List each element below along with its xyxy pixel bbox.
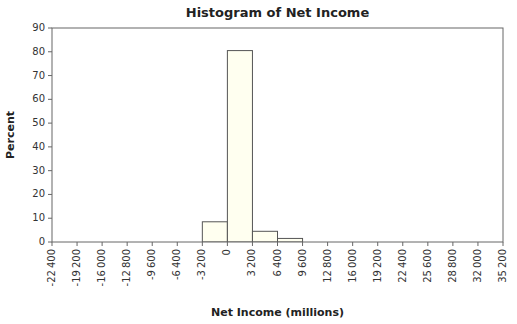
y-tick-label: 0 <box>39 236 45 247</box>
x-tick-label: -3 200 <box>196 249 207 280</box>
x-tick <box>352 242 353 246</box>
x-tick <box>152 242 153 246</box>
bar <box>202 222 227 242</box>
y-tick <box>48 123 52 124</box>
x-tick-label: -12 800 <box>121 249 132 286</box>
x-tick-label: -6 400 <box>171 249 182 280</box>
x-axis-label: Net Income (millions) <box>211 306 344 319</box>
bar <box>227 51 252 242</box>
x-tick <box>202 242 203 246</box>
x-tick-label: 3 200 <box>246 249 257 276</box>
x-tick <box>52 242 53 246</box>
x-tick-label: 12 800 <box>322 249 333 283</box>
y-tick-label: 80 <box>32 46 45 57</box>
y-tick-label: 10 <box>32 212 45 223</box>
x-tick <box>127 242 128 246</box>
y-tick-label: 60 <box>32 93 45 104</box>
x-tick-label: 25 600 <box>422 249 433 283</box>
x-tick <box>427 242 428 246</box>
y-tick-label: 40 <box>32 141 45 152</box>
x-tick <box>277 242 278 246</box>
bar <box>252 231 277 242</box>
y-tick <box>48 242 52 243</box>
y-tick <box>48 75 52 76</box>
chart: 0 10 20 30 40 50 60 70 80 90 -22 400 -19 200 -16 000… <box>0 0 517 324</box>
x-tick-label: 9 600 <box>297 249 308 276</box>
y-tick-label: 50 <box>32 117 45 128</box>
x-tick-label: -16 000 <box>96 249 107 286</box>
x-tick <box>402 242 403 246</box>
plot-frame <box>52 28 503 242</box>
x-tick <box>102 242 103 246</box>
x-tick <box>252 242 253 246</box>
y-tick <box>48 146 52 147</box>
y-tick <box>48 194 52 195</box>
x-tick-label: 19 200 <box>372 249 383 283</box>
x-tick <box>327 242 328 246</box>
x-tick-label: -19 200 <box>71 249 82 286</box>
x-tick <box>177 242 178 246</box>
x-tick <box>503 242 504 246</box>
x-tick <box>302 242 303 246</box>
y-tick <box>48 51 52 52</box>
y-tick-label: 20 <box>32 188 45 199</box>
x-tick-label: 35 200 <box>497 249 508 283</box>
x-tick <box>227 242 228 246</box>
x-tick <box>77 242 78 246</box>
y-tick-label: 30 <box>32 165 45 176</box>
x-tick-label: 6 400 <box>272 249 283 276</box>
y-tick <box>48 218 52 219</box>
y-axis-label: Percent <box>4 111 17 159</box>
bars <box>202 51 302 242</box>
x-tick <box>377 242 378 246</box>
y-tick <box>48 28 52 29</box>
x-tick <box>452 242 453 246</box>
x-tick-label: 32 000 <box>472 249 483 283</box>
x-tick-label: -9 600 <box>146 249 157 280</box>
x-tick-label: 22 400 <box>397 249 408 283</box>
y-tick <box>48 99 52 100</box>
y-tick <box>48 170 52 171</box>
y-tick-label: 90 <box>32 22 45 33</box>
x-tick-label: 0 <box>221 249 232 255</box>
x-tick-label: 16 000 <box>347 249 358 283</box>
bar <box>278 238 303 242</box>
x-tick <box>477 242 478 246</box>
x-tick-label: 28 800 <box>447 249 458 283</box>
x-tick-label: -22 400 <box>46 249 57 286</box>
title: Histogram of Net Income <box>186 5 370 20</box>
y-tick-label: 70 <box>32 70 45 81</box>
